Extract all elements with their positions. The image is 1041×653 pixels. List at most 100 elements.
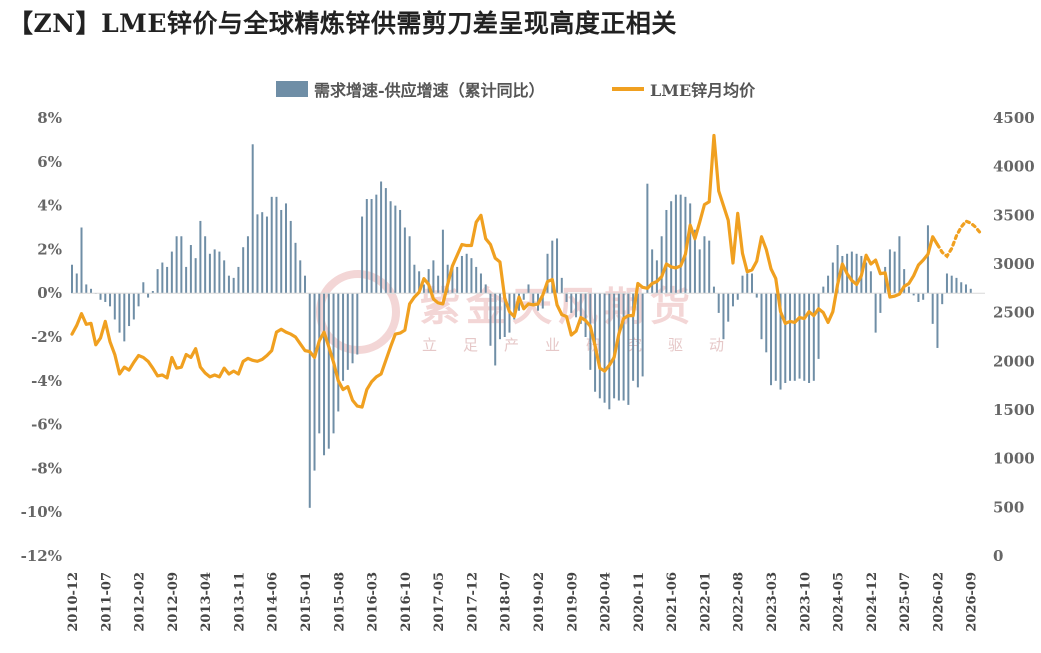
bar — [261, 212, 264, 294]
bar — [256, 214, 259, 294]
bar — [494, 293, 497, 366]
bar — [955, 277, 958, 294]
bar — [246, 236, 249, 294]
bar — [627, 293, 630, 405]
bar — [741, 275, 744, 294]
bar — [375, 194, 378, 294]
bar — [175, 236, 178, 294]
bar — [779, 293, 782, 390]
y-left-tick-label: 2% — [37, 240, 62, 258]
bar — [803, 293, 806, 381]
bar — [679, 194, 682, 294]
bar — [703, 236, 706, 294]
bar — [422, 284, 425, 294]
x-tick-label: 2017-12 — [465, 572, 480, 632]
bar — [831, 262, 834, 294]
bar — [418, 271, 421, 294]
bar — [346, 293, 349, 370]
bar — [484, 284, 487, 294]
x-tick-label: 2011-07 — [99, 572, 114, 632]
x-tick-label: 2017-05 — [432, 572, 447, 632]
x-tick-label: 2023-10 — [798, 572, 813, 632]
y-right-tick-label: 500 — [993, 498, 1024, 516]
bar — [722, 293, 725, 340]
bar — [579, 293, 582, 324]
bar — [90, 288, 93, 294]
bar — [109, 293, 112, 307]
y-left-tick-label: -4% — [31, 372, 62, 390]
y-right-tick-label: 0 — [993, 547, 1003, 565]
x-tick-label: 2012-02 — [133, 572, 148, 632]
x-axis: 2010-12 2011-07 2012-02 2012-09 2013-04 2013-… — [66, 572, 980, 632]
bar — [936, 293, 939, 348]
bar — [632, 293, 635, 381]
bar — [327, 293, 330, 449]
bar — [427, 269, 430, 294]
bar — [556, 238, 559, 294]
x-tick-label: 2020-04 — [599, 572, 614, 632]
bar — [836, 245, 839, 294]
bar — [323, 293, 326, 456]
bar — [399, 209, 402, 294]
bar — [166, 266, 169, 294]
bar — [294, 242, 297, 294]
bar — [137, 293, 140, 307]
bar — [770, 293, 773, 386]
line-series — [70, 133, 982, 409]
bar — [660, 236, 663, 294]
bar — [617, 293, 620, 401]
bar — [789, 293, 792, 381]
x-tick-label: 2015-08 — [332, 572, 347, 632]
bar — [641, 293, 644, 377]
bar — [560, 277, 563, 294]
bar — [926, 225, 929, 294]
bar — [80, 227, 83, 294]
y-right-tick-label: 1500 — [993, 401, 1035, 419]
y-left-tick-label: -10% — [21, 503, 62, 521]
bar — [922, 293, 925, 300]
bar — [498, 293, 501, 340]
bar — [784, 293, 787, 383]
bar — [265, 216, 268, 294]
bar — [893, 251, 896, 294]
legend-line-label: LME锌月均价 — [650, 81, 756, 100]
bar — [351, 293, 354, 364]
bar — [413, 264, 416, 294]
bar — [489, 293, 492, 346]
bar — [151, 291, 154, 294]
bar — [746, 273, 749, 294]
bar — [888, 249, 891, 294]
bar — [898, 236, 901, 294]
bar — [727, 293, 730, 322]
bar — [147, 293, 150, 298]
bar — [532, 293, 535, 305]
bar — [945, 273, 948, 294]
bar — [917, 293, 920, 302]
bar — [731, 293, 734, 307]
bar — [613, 293, 616, 399]
bar — [123, 293, 126, 342]
bar — [960, 282, 963, 294]
legend: 需求增速-供应增速（累计同比） LME锌月均价 — [276, 81, 756, 100]
bar — [827, 275, 830, 294]
bar — [475, 266, 478, 294]
bar — [950, 275, 953, 294]
y-right-tick-label: 2500 — [993, 304, 1035, 322]
bar — [85, 284, 88, 294]
bar — [964, 284, 967, 294]
bar — [384, 188, 387, 294]
bar — [304, 275, 307, 294]
y-axis-left: 8% 6% 4% 2% 0% -2% -4% -6% -8% -10% -12% — [21, 109, 62, 565]
bar — [575, 293, 578, 318]
bar — [71, 264, 73, 294]
x-tick-label: 2022-01 — [698, 572, 713, 632]
bar — [470, 258, 473, 294]
bar — [760, 293, 763, 340]
bar — [541, 293, 544, 309]
y-left-tick-label: 0% — [37, 284, 62, 302]
bar — [189, 245, 192, 294]
bar — [194, 258, 197, 294]
bar — [170, 251, 173, 294]
bar — [636, 293, 639, 388]
